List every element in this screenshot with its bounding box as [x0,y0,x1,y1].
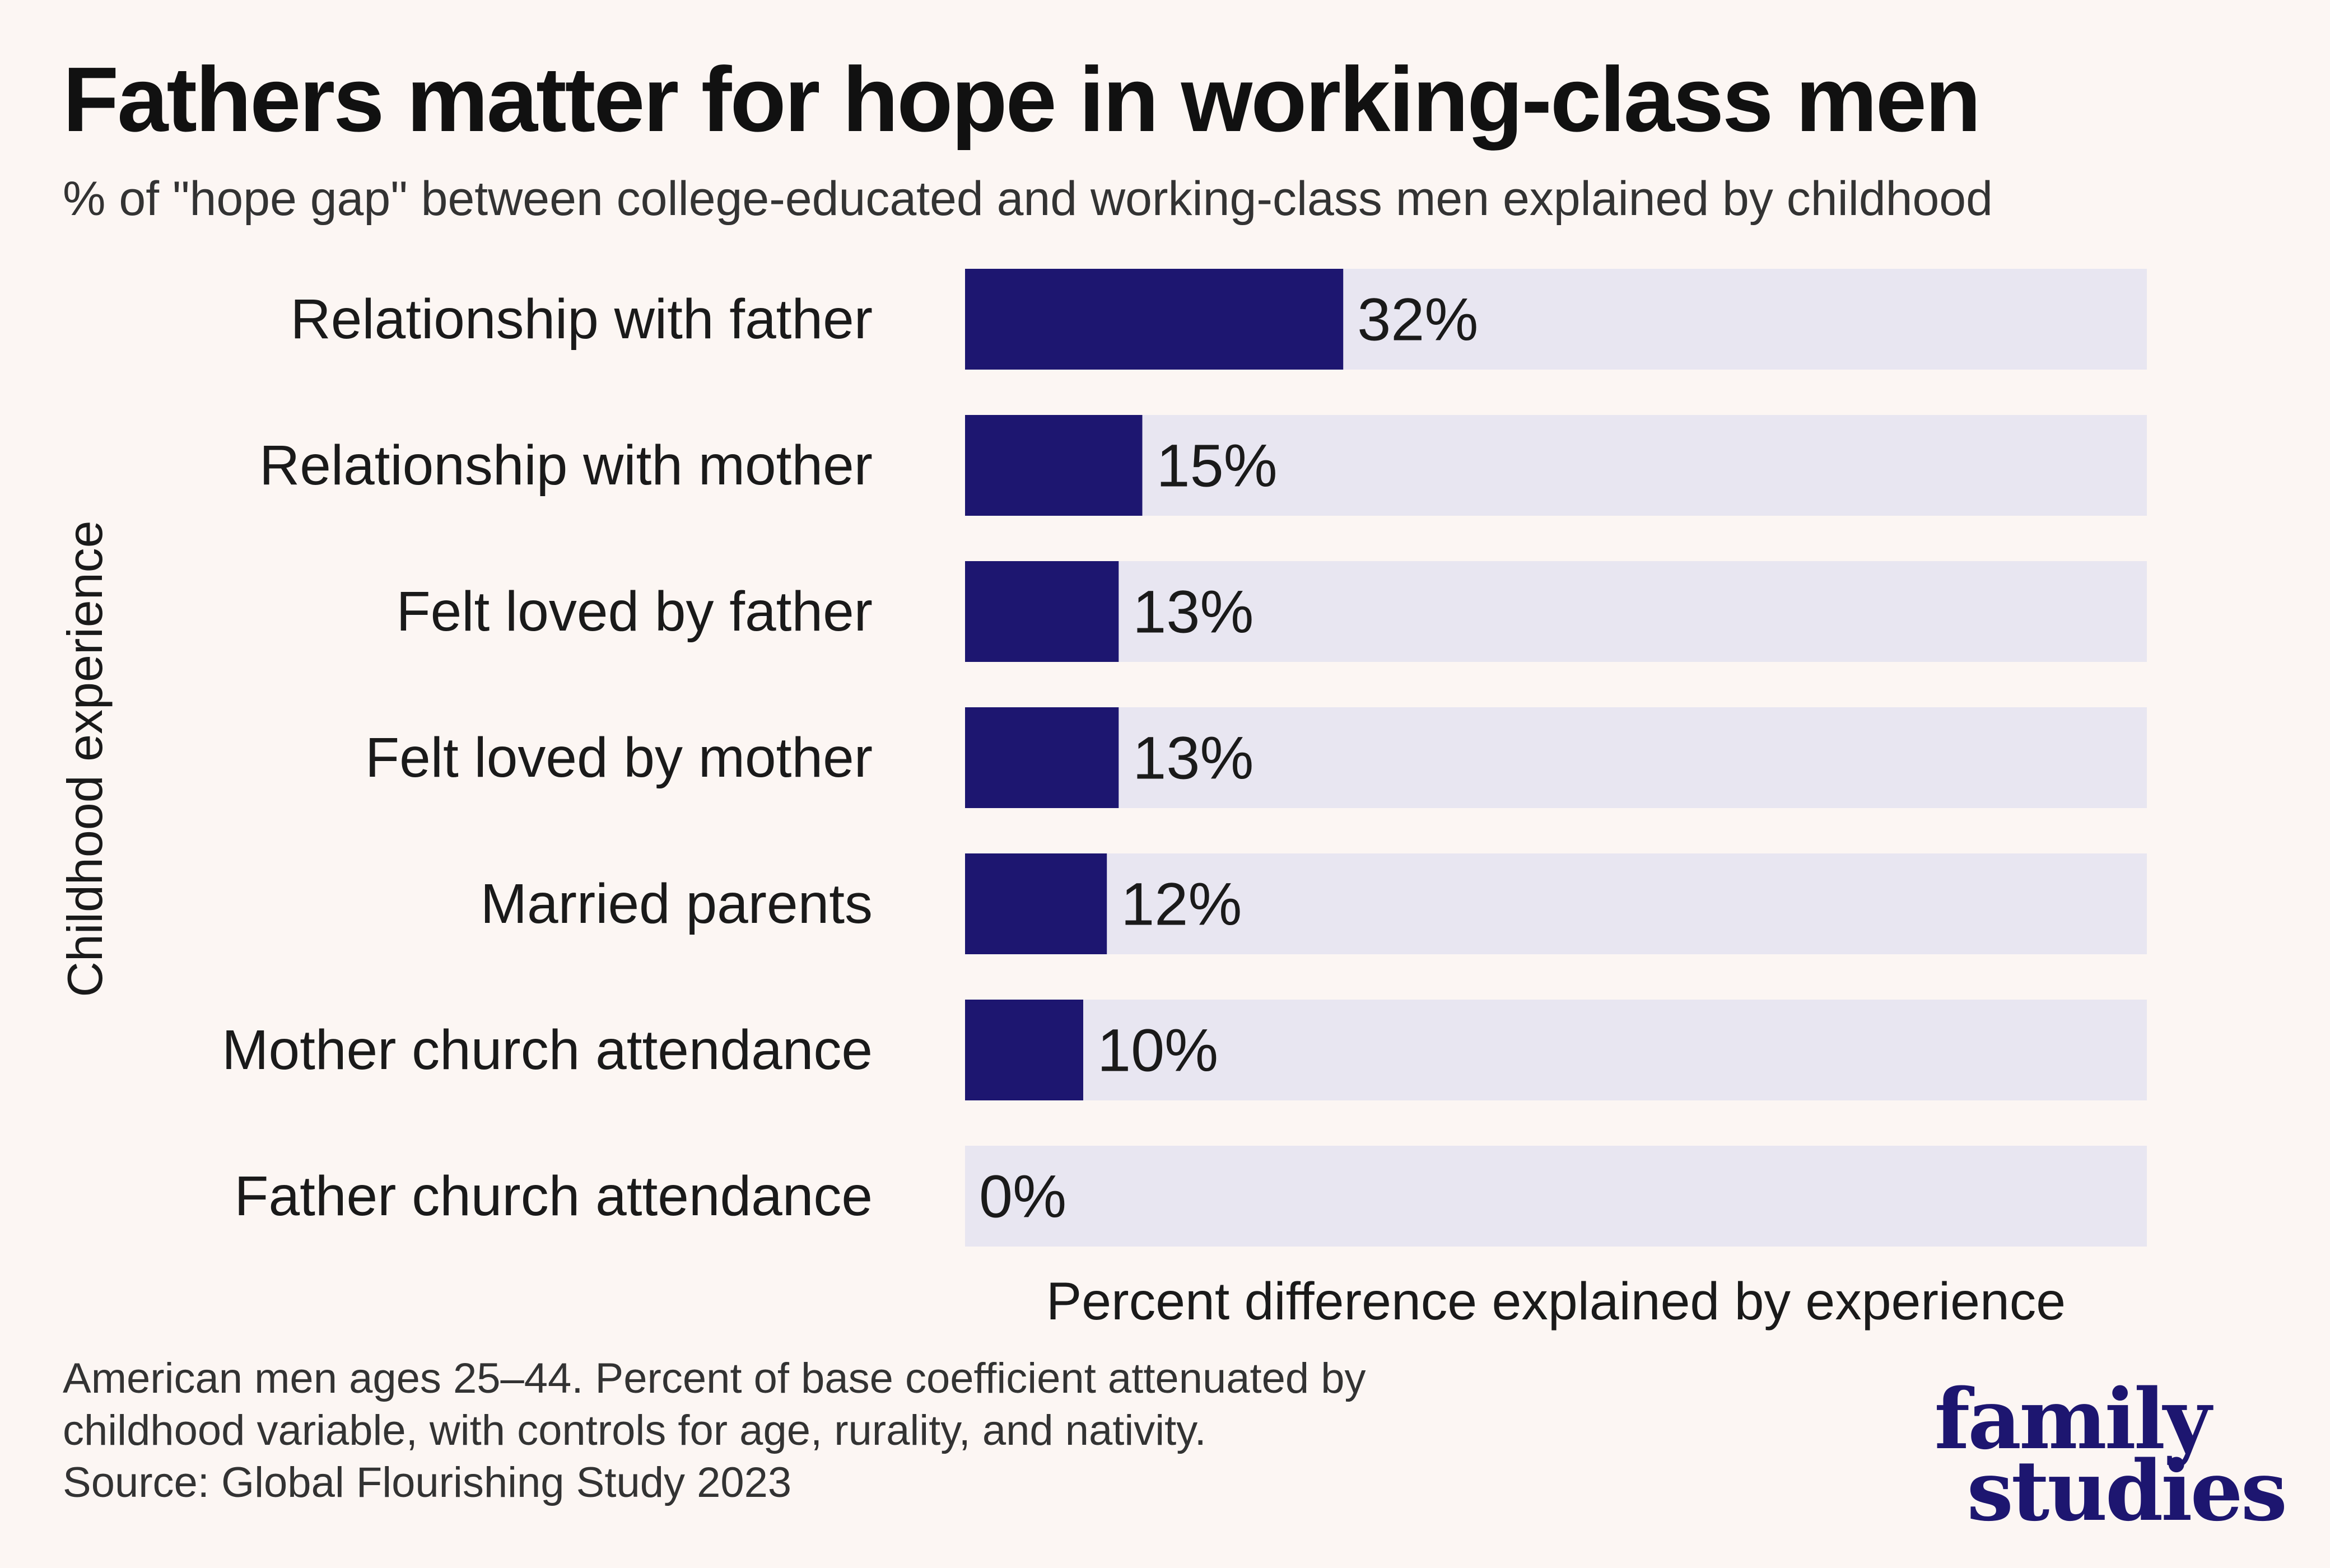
bar [965,269,1344,370]
chart-subtitle: % of "hope gap" between college-educated… [63,172,1993,226]
bar-row: Father church attendance 0% [234,1146,2147,1247]
bar-track [965,853,2147,954]
data-label: 12% [1121,870,1242,938]
bar-track [965,561,2147,662]
category-label: Relationship with mother [259,434,873,497]
data-label: 10% [1097,1016,1218,1084]
bar-track [965,707,2147,808]
category-label: Relationship with father [291,288,873,351]
bar-track [965,415,2147,516]
data-label: 0% [979,1163,1066,1230]
category-label: Married parents [481,872,873,935]
x-axis-label: Percent difference explained by experien… [1046,1272,2066,1331]
footnote-source: Source: Global Flourishing Study 2023 [63,1459,792,1506]
bar-row: Felt loved by father 13% [397,561,2147,662]
bar-chart: Relationship with father 32%Relationship … [222,269,2147,1247]
bar-row: Mother church attendance 10% [222,1000,2147,1100]
category-label: Felt loved by father [397,580,873,643]
family-studies-logo: family studies [1934,1370,2287,1539]
data-label: 13% [1133,578,1253,646]
bar [965,853,1107,954]
data-label: 13% [1133,724,1253,792]
category-label: Mother church attendance [222,1019,873,1081]
logo-line-2: studies [1966,1442,2287,1539]
bar-row: Married parents 12% [481,853,2147,954]
bar-track [965,1146,2147,1247]
category-label: Felt loved by mother [365,726,873,789]
chart-title: Fathers matter for hope in working-class… [63,48,1981,151]
footnote-line-1: American men ages 25–44. Percent of base… [63,1355,1366,1402]
footnote: American men ages 25–44. Percent of base… [63,1352,1366,1509]
bar [965,561,1119,662]
bar-row: Felt loved by mother 13% [365,707,2147,808]
bar-track [965,1000,2147,1100]
logo-line-1: family [1934,1370,2212,1468]
bar [965,707,1119,808]
data-label: 15% [1157,432,1278,500]
bar-row: Relationship with father 32% [291,269,2147,370]
category-label: Father church attendance [234,1165,873,1228]
footnote-line-2: childhood variable, with controls for ag… [63,1407,1206,1454]
bar-row: Relationship with mother 15% [259,415,2147,516]
bar [965,1000,1083,1100]
bar [965,415,1143,516]
data-label: 32% [1357,286,1478,353]
